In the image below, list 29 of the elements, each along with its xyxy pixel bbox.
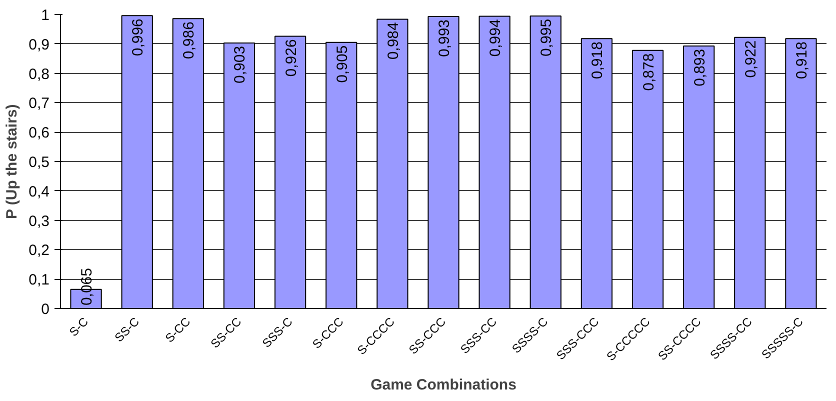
data-label: 0,893 bbox=[691, 48, 708, 86]
y-tick-label: 0,9 bbox=[28, 36, 50, 54]
data-label: 0,993 bbox=[436, 19, 453, 58]
data-label: 0,065 bbox=[78, 268, 96, 306]
data-label: 0,996 bbox=[130, 18, 147, 56]
data-label: 0,926 bbox=[282, 39, 300, 77]
y-tick-label: 1 bbox=[41, 7, 50, 24]
y-tick-label: 0,8 bbox=[28, 66, 50, 83]
y-tick-label: 0 bbox=[41, 301, 50, 318]
y-tick-label: 0,7 bbox=[28, 95, 50, 112]
y-tick-label: 0,6 bbox=[28, 124, 50, 142]
data-label: 0,986 bbox=[180, 22, 198, 60]
data-label: 0,878 bbox=[640, 53, 658, 91]
data-label: 0,922 bbox=[742, 40, 760, 78]
y-tick-label: 0,5 bbox=[28, 154, 50, 171]
y-tick-label: 0,1 bbox=[28, 272, 50, 289]
data-label: 0,984 bbox=[384, 22, 402, 60]
y-axis-title: P (Up the stairs) bbox=[4, 104, 21, 220]
data-label: 0,918 bbox=[793, 42, 810, 80]
y-tick-label: 0,3 bbox=[28, 212, 50, 230]
data-label: 0,905 bbox=[334, 45, 351, 83]
y-tick-label: 0,2 bbox=[28, 242, 50, 260]
x-axis-title: Game Combinations bbox=[370, 376, 516, 394]
y-tick-label: 0,4 bbox=[28, 183, 50, 200]
data-label: 0,995 bbox=[538, 18, 556, 56]
data-label: 0,918 bbox=[589, 42, 606, 80]
x-tick-label: S-C bbox=[66, 314, 92, 340]
data-label: 0,994 bbox=[487, 19, 504, 57]
data-label: 0,903 bbox=[232, 46, 249, 84]
